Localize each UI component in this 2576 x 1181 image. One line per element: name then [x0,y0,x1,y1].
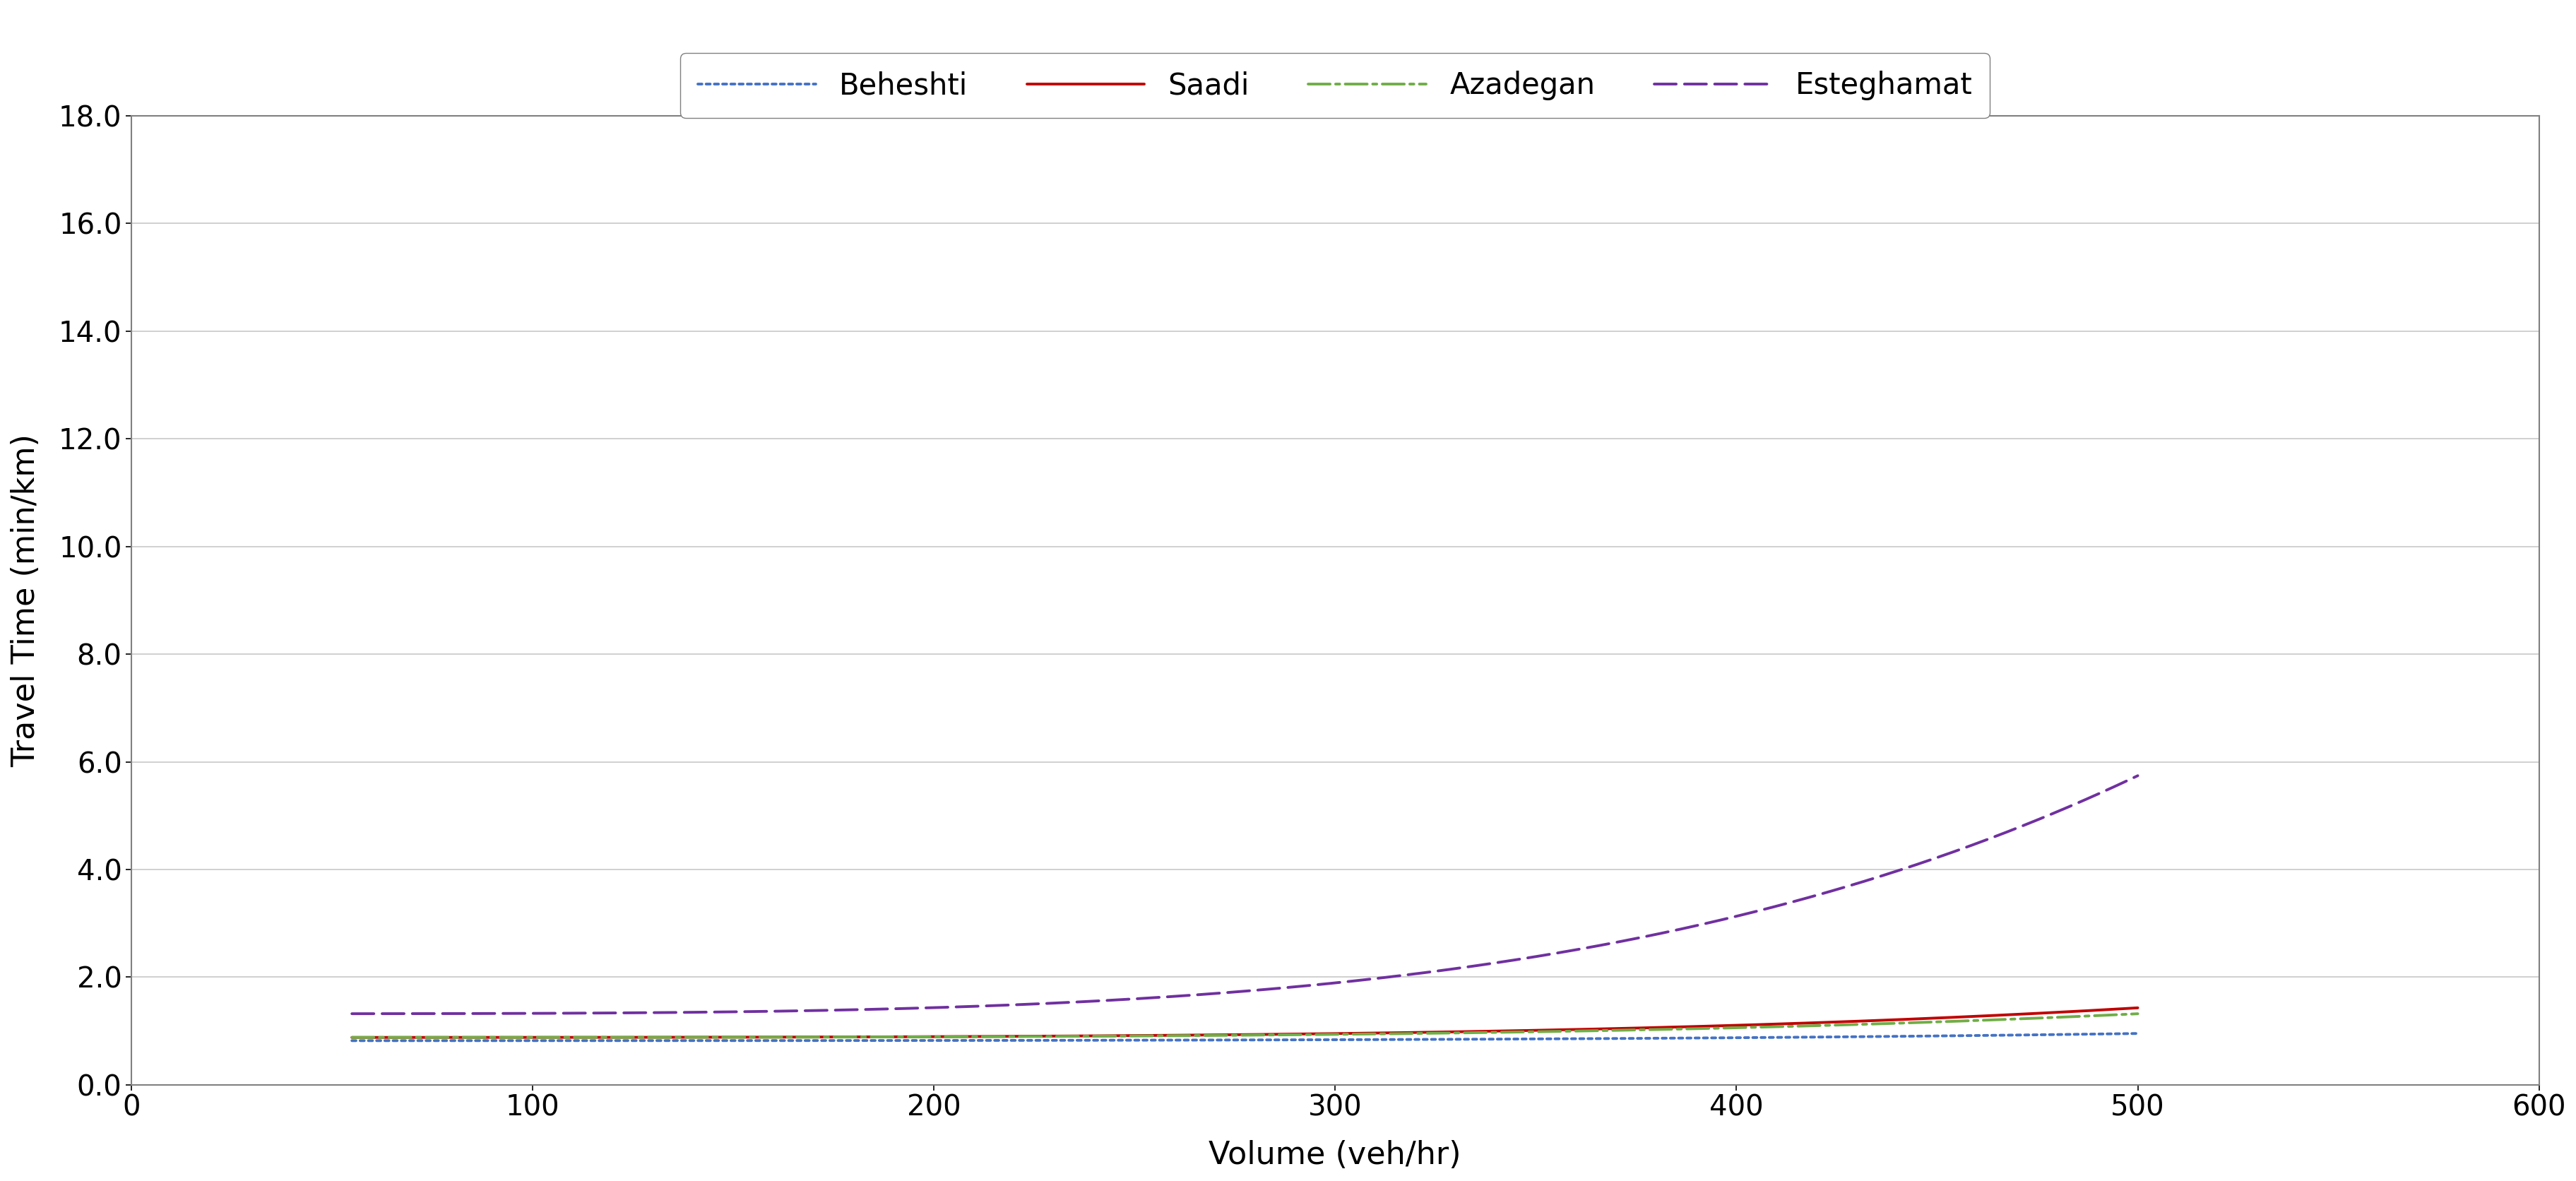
Beheshti [1528,1032,1558,1046]
Line: Esteghamat: Esteghamat [353,776,2138,1013]
Azadegan [1528,1024,1558,1038]
Saadi [1528,1023,1558,1037]
Saadi [652,1030,683,1044]
Esteghamat [2123,769,2154,783]
Saadi [1388,1025,1419,1039]
Saadi [2123,1000,2154,1014]
Esteghamat [652,1005,683,1019]
Esteghamat [1528,948,1558,963]
Esteghamat [1680,919,1710,933]
Azadegan [1388,1026,1419,1040]
Azadegan [652,1030,683,1044]
Beheshti [1388,1032,1419,1046]
Line: Beheshti: Beheshti [353,1033,2138,1040]
Saadi [1144,1029,1175,1043]
Azadegan [1144,1029,1175,1043]
Azadegan [337,1030,368,1044]
Beheshti [652,1033,683,1048]
Beheshti [1144,1033,1175,1048]
Legend: Beheshti, Saadi, Azadegan, Esteghamat: Beheshti, Saadi, Azadegan, Esteghamat [680,53,1989,118]
Line: Azadegan: Azadegan [353,1013,2138,1037]
Y-axis label: Travel Time (min/km): Travel Time (min/km) [10,433,41,766]
Esteghamat [796,1004,827,1018]
Beheshti [2123,1026,2154,1040]
Saadi [796,1030,827,1044]
Azadegan [796,1030,827,1044]
Saadi [337,1030,368,1044]
Beheshti [1680,1031,1710,1045]
Esteghamat [1388,968,1419,983]
Esteghamat [337,1006,368,1020]
Line: Saadi: Saadi [353,1007,2138,1037]
X-axis label: Volume (veh/hr): Volume (veh/hr) [1208,1140,1461,1170]
Azadegan [2123,1006,2154,1020]
Saadi [1680,1019,1710,1033]
Beheshti [337,1033,368,1048]
Esteghamat [1144,990,1175,1004]
Beheshti [796,1033,827,1048]
Azadegan [1680,1022,1710,1036]
